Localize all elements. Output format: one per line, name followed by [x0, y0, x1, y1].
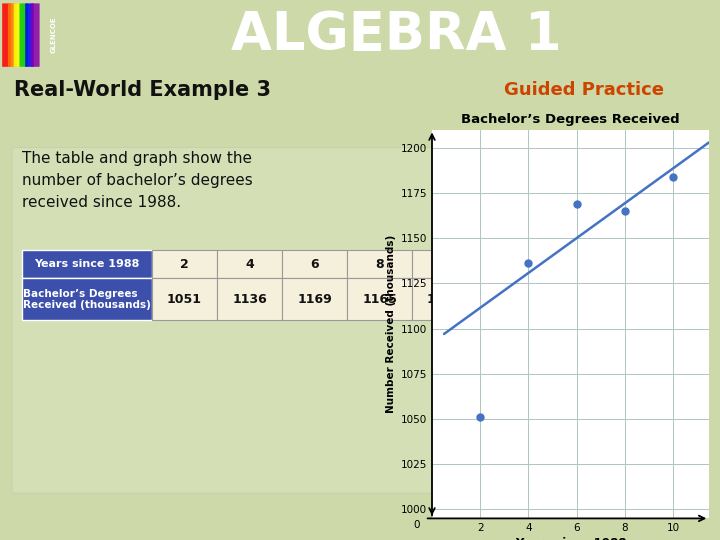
Point: [571, 199, 582, 208]
Text: 1184: 1184: [427, 293, 462, 306]
X-axis label: Years since 1988: Years since 1988: [515, 537, 626, 540]
Text: Bachelor’s Degrees
Received (thousands): Bachelor’s Degrees Received (thousands): [23, 288, 151, 310]
Text: Real-World Example 3: Real-World Example 3: [14, 80, 271, 100]
Text: ALGEBRA 1: ALGEBRA 1: [230, 9, 562, 61]
FancyBboxPatch shape: [31, 3, 40, 67]
Bar: [282, 251, 347, 279]
Text: 8: 8: [375, 258, 384, 271]
Bar: [152, 251, 217, 279]
Text: 6: 6: [310, 258, 319, 271]
Text: The table and graph show the
number of bachelor’s degrees
received since 1988.: The table and graph show the number of b…: [22, 151, 253, 210]
Bar: [217, 251, 282, 279]
Bar: [282, 279, 347, 320]
Point: [474, 413, 486, 421]
Text: GLENCOE: GLENCOE: [51, 17, 57, 53]
Point: [523, 259, 534, 268]
Y-axis label: Number Received (thousands): Number Received (thousands): [387, 235, 397, 413]
Bar: [412, 279, 477, 320]
FancyBboxPatch shape: [12, 147, 468, 493]
Bar: [152, 279, 217, 320]
Text: 1136: 1136: [232, 293, 267, 306]
Bar: [347, 251, 412, 279]
Point: [619, 207, 631, 215]
Bar: [22, 251, 152, 279]
Text: 1169: 1169: [297, 293, 332, 306]
Text: 1165: 1165: [362, 293, 397, 306]
Text: 1051: 1051: [167, 293, 202, 306]
Text: 2: 2: [180, 258, 189, 271]
FancyBboxPatch shape: [2, 3, 11, 67]
Text: 4: 4: [245, 258, 254, 271]
Bar: [217, 279, 282, 320]
Text: Years since 1988: Years since 1988: [35, 259, 140, 269]
Text: 10: 10: [436, 258, 454, 271]
Text: 0: 0: [413, 520, 420, 530]
FancyBboxPatch shape: [25, 3, 34, 67]
FancyBboxPatch shape: [8, 3, 17, 67]
FancyBboxPatch shape: [19, 3, 28, 67]
Point: [667, 172, 679, 181]
Text: Guided Practice: Guided Practice: [504, 82, 664, 99]
FancyBboxPatch shape: [14, 3, 22, 67]
Title: Bachelor’s Degrees Received: Bachelor’s Degrees Received: [462, 113, 680, 126]
Bar: [347, 279, 412, 320]
Bar: [22, 279, 152, 320]
Bar: [412, 251, 477, 279]
